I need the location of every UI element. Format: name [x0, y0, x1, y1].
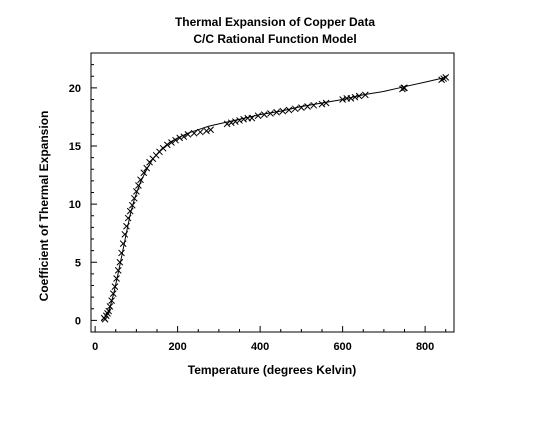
- data-point: [232, 118, 239, 125]
- data-point: [442, 74, 450, 81]
- data-point: [248, 114, 256, 122]
- data-points: [100, 74, 450, 323]
- data-point: [135, 182, 142, 189]
- data-point: [176, 134, 184, 142]
- y-tick-label: 10: [69, 199, 81, 211]
- data-point: [267, 110, 274, 117]
- x-tick-label: 800: [416, 341, 434, 353]
- data-point: [130, 194, 138, 202]
- data-point: [279, 107, 287, 115]
- data-point: [121, 230, 129, 238]
- data-point: [184, 131, 192, 138]
- data-point: [116, 258, 124, 266]
- data-point: [163, 141, 171, 149]
- data-point: [172, 136, 179, 144]
- data-point: [137, 176, 144, 184]
- x-tick-label: 200: [168, 341, 186, 353]
- data-point: [236, 117, 243, 124]
- data-point: [355, 92, 363, 100]
- data-point: [351, 93, 359, 101]
- data-point: [119, 240, 127, 248]
- data-point: [285, 106, 293, 114]
- data-point: [310, 101, 318, 109]
- data-point: [291, 105, 299, 113]
- x-axis-label: Temperature (degrees Kelvin): [188, 363, 357, 377]
- data-point: [123, 222, 130, 230]
- data-point: [168, 139, 175, 146]
- data-point: [361, 91, 369, 99]
- data-point: [109, 290, 117, 297]
- x-axis: 0 200 400 600 800: [92, 326, 447, 353]
- data-point: [124, 214, 132, 222]
- y-axis: 0 5 10 15 20: [69, 64, 97, 327]
- x-tick-label: 600: [333, 341, 351, 353]
- chart-title: Thermal Expansion of Copper Data: [175, 15, 375, 29]
- data-point: [223, 120, 231, 128]
- data-point: [347, 94, 355, 102]
- data-point: [254, 112, 262, 120]
- x-tick-label: 400: [251, 341, 269, 353]
- data-point: [260, 111, 268, 118]
- y-axis-label: Coefficient of Thermal Expansion: [37, 111, 51, 302]
- data-point: [190, 129, 198, 137]
- data-point: [318, 100, 326, 108]
- fit-curve: [100, 76, 446, 321]
- data-point: [304, 103, 311, 110]
- data-point: [143, 164, 151, 172]
- plot-frame: [90, 52, 455, 333]
- data-point: [108, 297, 115, 304]
- data-point: [140, 169, 148, 177]
- data-point: [273, 108, 280, 116]
- y-tick-label: 0: [75, 315, 81, 327]
- data-point: [401, 84, 408, 92]
- data-point: [114, 267, 122, 274]
- data-point: [298, 104, 305, 111]
- data-point: [227, 119, 235, 127]
- data-point: [113, 275, 120, 282]
- data-point: [400, 84, 408, 92]
- data-point: [207, 126, 214, 134]
- x-tick-label: 0: [92, 341, 98, 353]
- y-tick-label: 20: [69, 83, 81, 95]
- data-point: [111, 283, 119, 291]
- chart-subtitle: C/C Rational Function Model: [193, 32, 356, 46]
- data-point: [196, 128, 204, 136]
- y-tick-label: 15: [69, 141, 81, 153]
- data-point: [180, 133, 188, 141]
- data-point: [133, 187, 140, 195]
- data-point: [128, 201, 136, 209]
- data-point: [203, 127, 210, 135]
- data-point: [126, 207, 134, 215]
- data-point: [440, 75, 448, 82]
- y-tick-label: 5: [75, 257, 81, 269]
- data-point: [438, 76, 445, 84]
- data-point: [240, 115, 247, 123]
- data-point: [322, 99, 330, 107]
- data-point: [118, 249, 125, 257]
- data-point: [339, 96, 346, 103]
- data-point: [101, 315, 109, 323]
- data-point: [106, 303, 114, 310]
